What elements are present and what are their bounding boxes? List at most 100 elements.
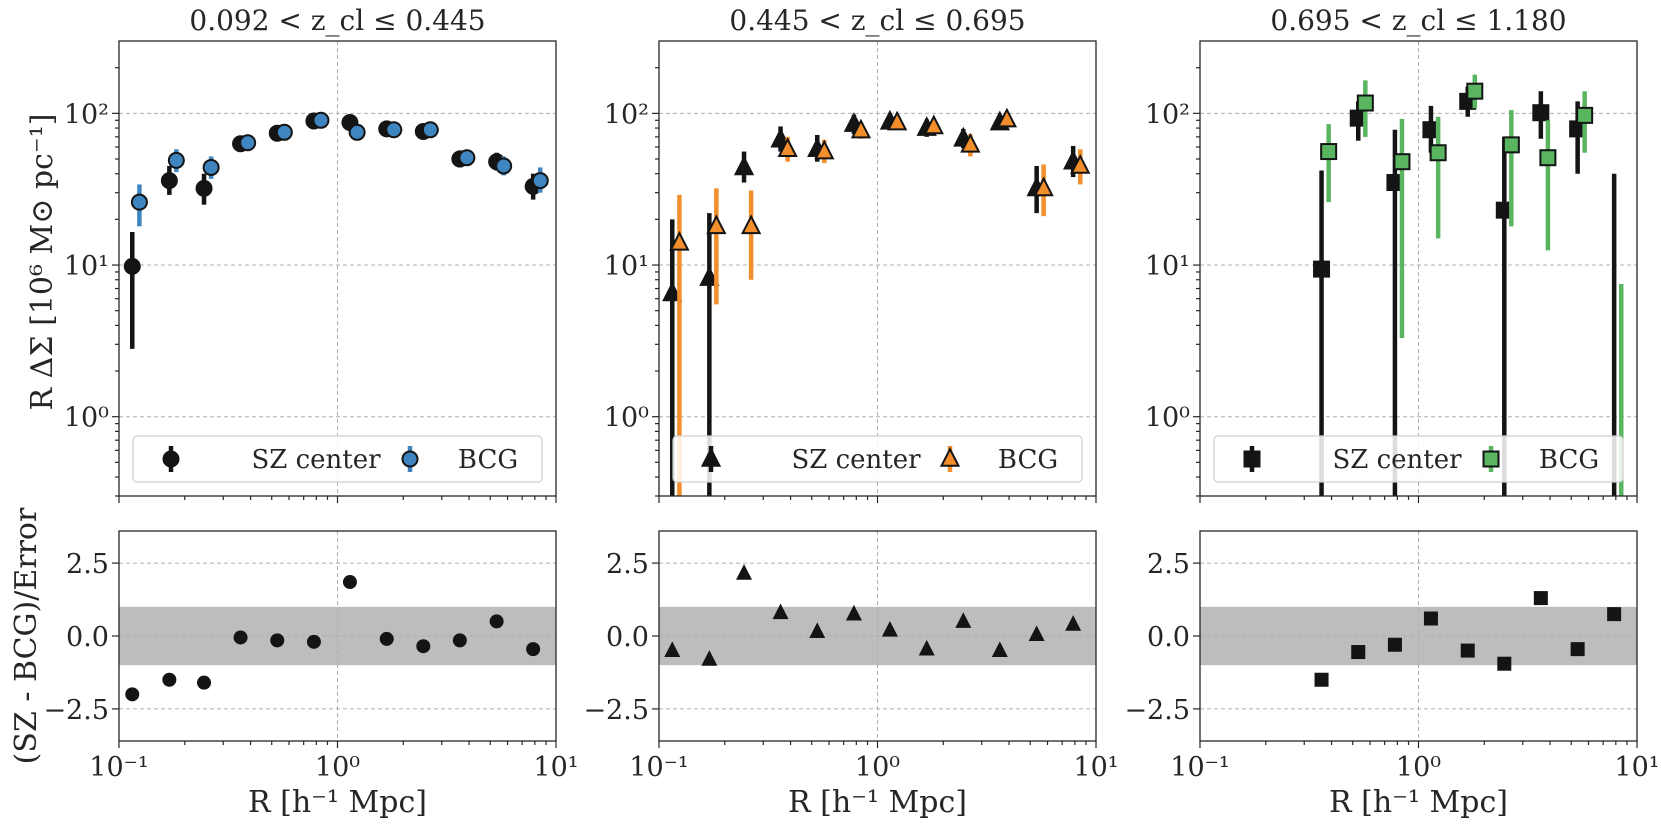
data-point (740, 214, 762, 235)
y-tick-label: 0.0 (66, 622, 109, 653)
residual-point (845, 604, 862, 621)
residual-point (701, 650, 718, 666)
residual-point (489, 614, 504, 629)
data-point (167, 151, 185, 169)
legend-box (132, 435, 543, 483)
y-tick-label: 10² (1145, 99, 1190, 130)
x-tick-label: 10⁻¹ (629, 752, 688, 783)
legend-marker (162, 450, 180, 468)
residual-point (306, 634, 321, 649)
legend-label-sz: SZ center (1332, 445, 1462, 475)
x-axis-label: R [h⁻¹ Mpc] (788, 785, 967, 820)
data-point (123, 257, 141, 275)
data-point (662, 281, 683, 302)
residual-point (809, 622, 826, 639)
bottom-axes: 2.5 0.0 −2.5 10⁻¹ 10⁰ 10¹ (1124, 530, 1660, 783)
data-point (421, 121, 439, 139)
legend: SZ center BCG (132, 435, 543, 483)
legend-label-sz: SZ center (251, 445, 381, 475)
residual-point (526, 642, 541, 657)
y-tick-label: 10¹ (64, 251, 109, 282)
residual-point (162, 672, 177, 687)
legend-box (672, 435, 1083, 483)
data-point (1466, 82, 1484, 100)
residual-layer (125, 575, 541, 702)
y-tick-label: 10² (604, 99, 649, 130)
residual-point (416, 639, 431, 654)
data-point (202, 158, 220, 176)
data-point (348, 123, 366, 141)
y-tick-label: 10² (64, 99, 109, 130)
data-point (1320, 143, 1338, 161)
y-tick-label: −2.5 (1124, 695, 1190, 726)
legend: SZ center BCG (1213, 435, 1624, 483)
data-point (850, 118, 872, 139)
data-point (1614, 501, 1629, 516)
panel-title: 0.445 < z_cl ≤ 0.695 (729, 4, 1025, 37)
residual-point (1570, 642, 1585, 657)
legend-label-bcg: BCG (998, 445, 1058, 475)
y-tick-label: 10⁰ (604, 403, 649, 434)
x-axis-label: R [h⁻¹ Mpc] (1329, 785, 1508, 820)
bottom-axes-frame (118, 530, 557, 742)
series-bcg (1320, 74, 1629, 516)
data-point (814, 139, 835, 160)
residual-point (379, 631, 394, 646)
data-point (531, 172, 549, 190)
x-tick-label: 10¹ (533, 752, 578, 783)
bottom-axes-frame (658, 530, 1097, 742)
data-layer (662, 107, 1091, 496)
top-axes: 10⁰ 10¹ 10² SZ center BCG (1145, 40, 1638, 516)
data-point (458, 149, 476, 167)
data-point (239, 134, 257, 152)
data-point (706, 214, 727, 235)
residual-point (1533, 591, 1548, 606)
top-y-axis-label: R ΔΣ [10⁶ M⊙ pc⁻¹] (25, 114, 60, 411)
panel-3: 0.695 < z_cl ≤ 1.180 10⁰ 10¹ 10² SZ center BC… (1124, 4, 1659, 820)
data-point (1607, 501, 1622, 516)
bottom-y-axis-label: (SZ - BCG)/Error (9, 507, 44, 764)
data-point (1393, 153, 1411, 171)
y-tick-label: 2.5 (1147, 549, 1190, 580)
top-axes-frame (1199, 40, 1638, 497)
data-point (1532, 104, 1550, 122)
y-tick-label: 10⁰ (1145, 403, 1190, 434)
residual-point (772, 603, 789, 620)
y-tick-label: 0.0 (1147, 622, 1190, 653)
residual-point (452, 633, 467, 648)
legend-label-sz: SZ center (791, 445, 921, 475)
y-tick-label: 0.0 (606, 622, 649, 653)
data-point (923, 114, 944, 135)
data-point (385, 121, 403, 139)
residual-point (1028, 625, 1045, 641)
series-bcg (130, 111, 549, 227)
data-point (770, 127, 791, 148)
residual-point (233, 630, 248, 645)
data-point (1033, 176, 1054, 197)
residual-point (125, 687, 140, 702)
legend: SZ center BCG (672, 435, 1083, 483)
y-tick-label: −2.5 (583, 695, 649, 726)
residual-point (736, 564, 753, 580)
legend-box (1213, 435, 1624, 483)
top-axes-frame (118, 40, 557, 497)
y-tick-label: 2.5 (606, 549, 649, 580)
y-tick-label: 10¹ (604, 251, 649, 282)
data-point (887, 110, 908, 131)
data-point (1539, 149, 1557, 167)
data-point (777, 137, 798, 158)
residual-point (342, 575, 357, 590)
series-sz-center (123, 112, 542, 349)
data-point (1356, 94, 1374, 112)
residual-point (1607, 607, 1622, 622)
residual-point (1351, 645, 1366, 660)
residual-point (1314, 672, 1329, 687)
data-point (275, 123, 293, 141)
x-tick-label: 10¹ (1073, 752, 1118, 783)
residual-point (197, 675, 212, 690)
panel-1: 0.092 < z_cl ≤ 0.445 10⁰ 10¹ 10² SZ center BC… (43, 4, 578, 820)
x-axis-label: R [h⁻¹ Mpc] (248, 785, 427, 820)
bottom-axes: 2.5 0.0 −2.5 10⁻¹ 10⁰ 10¹ (43, 530, 579, 783)
data-point (699, 266, 720, 286)
